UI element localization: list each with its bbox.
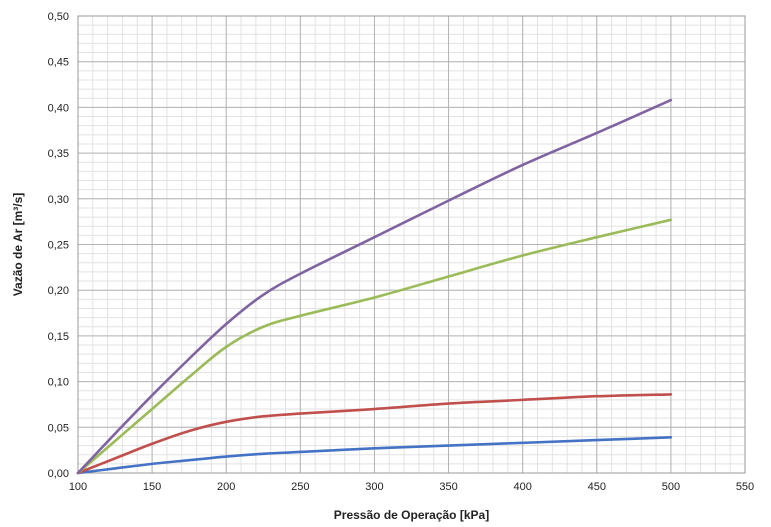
x-tick-label: 150 (143, 481, 161, 493)
x-tick-label: 400 (513, 481, 531, 493)
x-tick-label: 450 (588, 481, 606, 493)
y-tick-label: 0,25 (48, 240, 69, 252)
y-tick-label: 0,15 (48, 331, 69, 343)
y-tick-label: 0,00 (48, 468, 69, 480)
plot-frame (77, 15, 746, 474)
series-line-1 (76, 436, 673, 475)
x-tick-label: 500 (662, 481, 680, 493)
y-tick-label: 0,45 (48, 57, 69, 69)
y-tick-label: 0,35 (48, 148, 69, 160)
series-line-4 (76, 98, 673, 475)
y-axis-ticks: 0,00 0,05 0,10 0,15 0,20 0,25 0,30 0,35 0,40 0,45… (48, 11, 69, 480)
y-tick-label: 0,40 (48, 102, 69, 114)
plot-border (77, 15, 746, 474)
series-layer (76, 98, 673, 475)
x-tick-label: 200 (217, 481, 235, 493)
x-tick-label: 300 (365, 481, 383, 493)
x-tick-label: 550 (736, 481, 754, 493)
y-tick-label: 0,50 (48, 11, 69, 23)
y-tick-label: 0,30 (48, 194, 69, 206)
y-axis-title: Vazão de Ar [m³/s] (11, 193, 25, 297)
x-axis-ticks: 100 150 200 250 300 350 400 450 500 550 (69, 481, 754, 493)
series-line-2 (76, 393, 673, 475)
x-tick-label: 100 (69, 481, 87, 493)
y-tick-label: 0,10 (48, 377, 69, 389)
y-tick-label: 0,05 (48, 422, 69, 434)
y-tick-label: 0,20 (48, 285, 69, 297)
x-tick-label: 250 (291, 481, 309, 493)
x-axis-title: Pressão de Operação [kPa] (334, 508, 489, 522)
x-tick-label: 350 (439, 481, 457, 493)
major-gridlines (77, 15, 746, 474)
series-line-3 (76, 218, 673, 475)
